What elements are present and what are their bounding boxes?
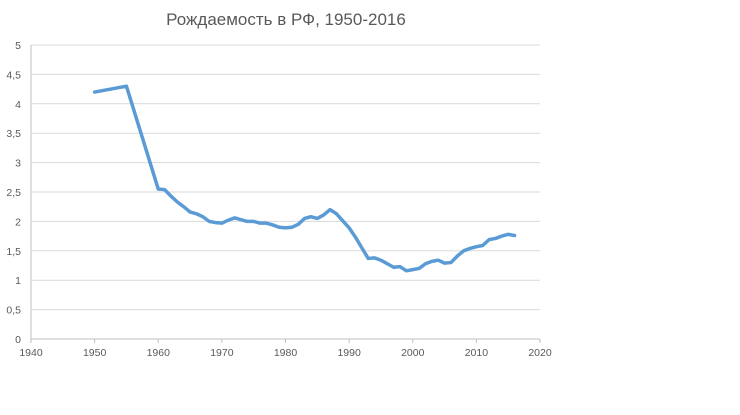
y-tick-label: 4	[15, 99, 21, 111]
x-tick-label: 1970	[210, 347, 234, 359]
y-tick-label: 0,5	[6, 305, 21, 317]
y-tick-label: 0	[15, 334, 21, 346]
y-tick-label: 3	[15, 158, 21, 170]
series-line	[92, 84, 517, 273]
y-tick-label: 5	[15, 40, 21, 52]
x-tick-label: 1980	[274, 347, 298, 359]
gridlines	[31, 44, 540, 311]
x-tick-label: 1990	[337, 347, 361, 359]
x-tick-label: 2010	[465, 347, 489, 359]
y-tick-label: 1,5	[6, 246, 21, 258]
x-tick-label: 1960	[147, 347, 171, 359]
y-tick-label: 2	[15, 216, 21, 228]
x-tick-labels: 1940 1950 1960 1970 1980 1990 2000 2010 2020	[19, 347, 552, 359]
x-tick-label: 2020	[528, 347, 552, 359]
chart-title: Рождаемость в РФ, 1950-2016	[166, 10, 406, 29]
y-tick-label: 3,5	[6, 128, 21, 140]
y-tick-label: 4,5	[6, 69, 21, 81]
x-tick-label: 1940	[19, 347, 43, 359]
axes	[30, 45, 541, 343]
y-tick-label: 1	[15, 275, 21, 287]
y-tick-labels: 0 0,5 1 1,5 2 2,5 3 3,5 4 4,5 5	[6, 40, 21, 346]
x-tick-label: 1950	[83, 347, 107, 359]
y-tick-label: 2,5	[6, 187, 21, 199]
x-tick-label: 2000	[401, 347, 425, 359]
series-group	[92, 84, 517, 273]
